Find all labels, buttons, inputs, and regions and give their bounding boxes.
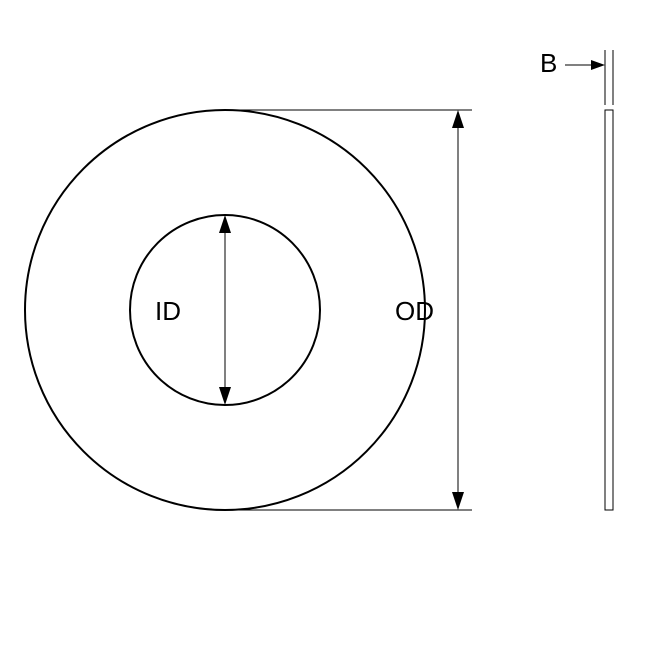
- b-arrow-right: [591, 60, 605, 70]
- id-arrow-down: [219, 387, 231, 405]
- od-arrow-down: [452, 492, 464, 510]
- id-arrow-up: [219, 215, 231, 233]
- dimension-od: OD: [225, 110, 472, 510]
- od-arrow-up: [452, 110, 464, 128]
- washer-dimension-diagram: ID OD B: [0, 0, 670, 670]
- side-profile: [605, 110, 613, 510]
- side-view: [605, 110, 613, 510]
- id-label: ID: [155, 296, 181, 326]
- dimension-id: ID: [155, 215, 231, 405]
- dimension-b: B: [540, 48, 613, 105]
- b-label: B: [540, 48, 557, 78]
- od-label: OD: [395, 296, 434, 326]
